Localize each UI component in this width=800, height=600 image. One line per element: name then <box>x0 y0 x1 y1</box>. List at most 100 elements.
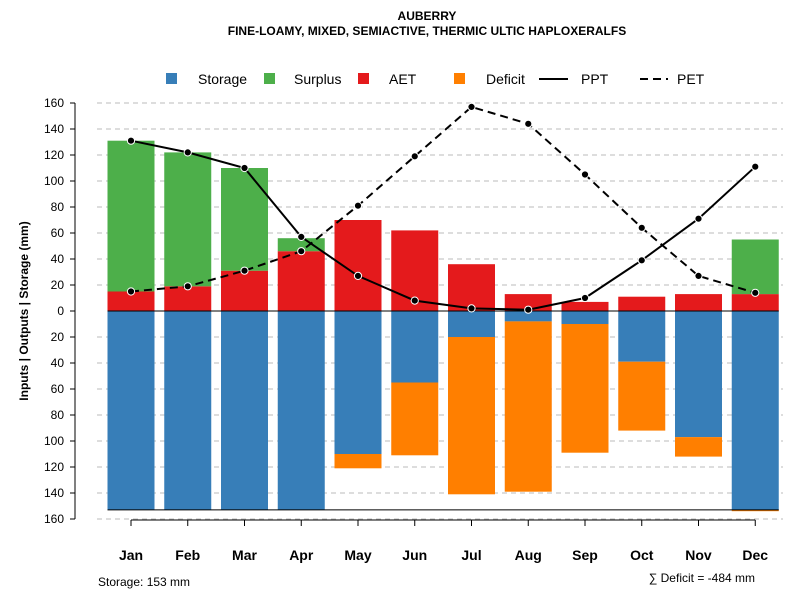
pet-point <box>694 271 703 280</box>
y-tick-label: 20 <box>51 330 65 344</box>
bar-aet <box>164 286 212 311</box>
bar-aet <box>107 291 155 311</box>
legend: Storage Surplus AET Deficit PPT PET <box>166 71 705 87</box>
bar-aet <box>448 264 495 311</box>
chart-title: AUBERRY <box>398 9 457 23</box>
bar-surplus <box>731 239 779 295</box>
x-tick-label: Oct <box>630 547 654 563</box>
x-tick-label: Jan <box>119 547 143 563</box>
y-tick-label: 140 <box>44 122 64 136</box>
bar-storage <box>675 311 722 438</box>
x-tick-label: May <box>344 547 371 563</box>
gridlines <box>97 102 783 520</box>
ppt-point <box>126 136 136 145</box>
pet-point <box>524 119 533 128</box>
x-tick-label: Jun <box>402 547 427 563</box>
bar-aet <box>618 296 666 311</box>
pet-point <box>126 287 136 296</box>
ppt-point <box>637 256 646 265</box>
y-tick-label: 160 <box>44 96 64 110</box>
bar-aet <box>561 301 609 311</box>
bar-surplus <box>277 238 325 252</box>
x-tick-label: Nov <box>685 547 712 563</box>
bar-deficit <box>504 321 552 492</box>
y-tick-label: 100 <box>44 174 64 188</box>
pet-point <box>297 247 306 256</box>
ppt-point <box>297 232 306 241</box>
bar-storage <box>504 311 552 322</box>
x-tick-label: Mar <box>232 547 257 563</box>
legend-swatch-storage <box>166 73 177 84</box>
y-tick-label: 0 <box>57 304 64 318</box>
ppt-point <box>751 162 760 171</box>
pet-point <box>410 152 419 161</box>
x-tick-label: Aug <box>515 547 542 563</box>
x-tick-label: Sep <box>572 547 598 563</box>
bar-surplus <box>107 140 155 292</box>
bar-deficit <box>618 361 666 431</box>
bar-storage <box>448 311 495 337</box>
storage-footnote: Storage: 153 mm <box>98 575 190 589</box>
legend-label-ppt: PPT <box>581 71 609 87</box>
y-tick-label: 100 <box>44 434 64 448</box>
legend-swatch-surplus <box>264 73 275 84</box>
legend-label-deficit: Deficit <box>486 71 525 87</box>
bars <box>107 140 779 512</box>
y-axis: 160 140 120 100 80 60 40 20 0 20 40 60 80 100 120 140 16… <box>44 96 76 526</box>
ppt-point <box>183 148 192 157</box>
y-axis-label: Inputs | Outputs | Storage (mm) <box>17 221 31 400</box>
bar-storage <box>107 311 155 510</box>
bar-aet <box>221 270 268 311</box>
bar-deficit <box>391 382 439 456</box>
bar-storage <box>391 311 439 383</box>
ppt-point <box>410 296 419 305</box>
bar-storage <box>561 311 609 324</box>
bar-storage <box>164 311 212 510</box>
y-tick-label: 40 <box>51 252 65 266</box>
bar-deficit <box>448 337 495 495</box>
bar-storage <box>334 311 382 454</box>
y-tick-label: 40 <box>51 356 65 370</box>
y-tick-label: 120 <box>44 148 64 162</box>
pet-point <box>580 170 590 179</box>
legend-swatch-aet <box>358 73 369 84</box>
chart-subtitle: FINE-LOAMY, MIXED, SEMIACTIVE, THERMIC U… <box>228 24 626 38</box>
ppt-point <box>467 304 476 313</box>
pet-point <box>353 201 363 210</box>
x-tick-label: Apr <box>289 547 314 563</box>
bar-storage <box>731 311 779 510</box>
bar-aet <box>675 294 722 311</box>
y-tick-label: 160 <box>44 512 64 526</box>
pet-point <box>467 102 476 112</box>
x-tick-label: Feb <box>175 547 200 563</box>
bar-storage <box>221 311 268 510</box>
x-tick-label: Dec <box>742 547 768 563</box>
legend-label-aet: AET <box>389 71 417 87</box>
legend-label-surplus: Surplus <box>294 71 341 87</box>
pet-point <box>751 288 760 297</box>
bar-aet <box>277 251 325 311</box>
y-tick-label: 140 <box>44 486 64 500</box>
legend-label-pet: PET <box>677 71 705 87</box>
bar-surplus <box>164 152 212 287</box>
bar-storage <box>618 311 666 362</box>
ppt-point <box>240 163 249 173</box>
bar-deficit <box>334 454 382 469</box>
deficit-footnote: ∑ Deficit = -484 mm <box>649 571 755 585</box>
y-tick-label: 20 <box>51 278 65 292</box>
y-tick-label: 80 <box>51 408 65 422</box>
bar-storage <box>277 311 325 510</box>
y-tick-label: 120 <box>44 460 64 474</box>
series-lines <box>126 102 760 314</box>
pet-point <box>637 223 646 232</box>
bar-deficit <box>731 509 779 512</box>
bar-aet <box>731 294 779 311</box>
bar-deficit <box>561 324 609 453</box>
pet-point <box>183 282 192 291</box>
ppt-point <box>694 214 703 223</box>
x-axis: Jan Feb Mar Apr May Jun Jul Aug Sep Oct Nov Dec <box>119 519 768 563</box>
y-tick-label: 80 <box>51 200 65 214</box>
x-tick-label: Jul <box>461 547 481 563</box>
pet-point <box>240 266 249 275</box>
pet-line <box>130 105 756 294</box>
